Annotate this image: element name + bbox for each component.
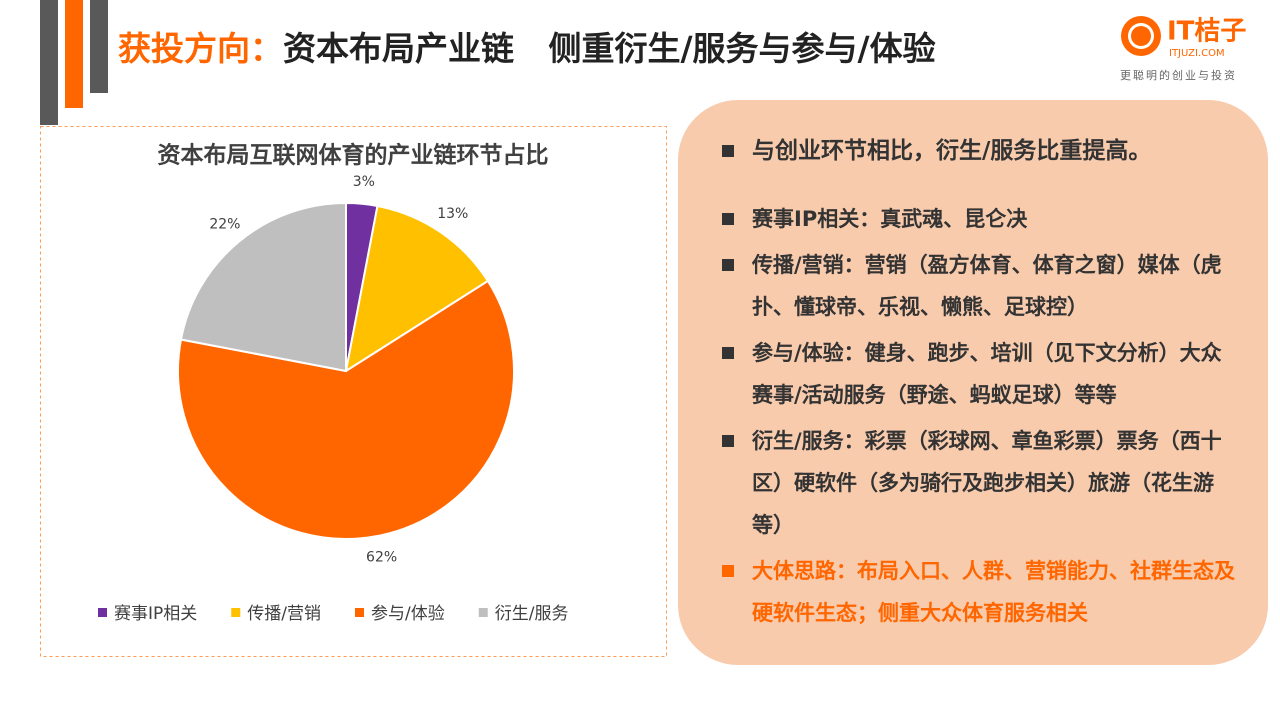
legend-label: 传播/营销 xyxy=(247,604,321,624)
notes: 与创业环节相比，衍生/服务比重提高。 赛事IP相关：真武魂、昆仑决 传播/营销：营销… xyxy=(720,130,1240,638)
data-label: 22% xyxy=(209,217,240,233)
pie-slice xyxy=(344,204,490,374)
legend-label: 参与/体验 xyxy=(371,604,445,624)
data-label: 3% xyxy=(353,174,375,190)
deco-bar xyxy=(40,0,58,125)
pie-slice xyxy=(177,279,515,540)
legend-label: 赛事IP相关 xyxy=(114,603,197,624)
notes-panel xyxy=(678,100,1268,665)
deco-bar xyxy=(65,0,83,108)
title-main: 资本布局产业链 侧重衍生/服务与参与/体验 xyxy=(283,29,936,68)
deco-bar xyxy=(90,0,108,93)
legend-label: 衍生/服务 xyxy=(495,604,569,624)
note-item: 参与/体验：健身、跑步、培训（见下文分析）大众赛事/活动服务（野途、蚂蚁足球）等… xyxy=(720,332,1240,416)
logo-tagline: 更聪明的创业与投资 xyxy=(1120,68,1237,82)
logo-name: IT桔子 xyxy=(1167,17,1246,47)
slide-title: 获投方向：资本布局产业链 侧重衍生/服务与参与/体验 xyxy=(118,22,936,70)
note-item: 赛事IP相关：真武魂、昆仑决 xyxy=(720,198,1240,240)
note-item: 大体思路：布局入口、人群、营销能力、社群生态及硬软件生态；侧重大众体育服务相关 xyxy=(720,550,1240,634)
data-label: 62% xyxy=(366,550,397,566)
chart: 资本布局互联网体育的产业链环节占比 3% 13% 62% 22% 赛事IP相关 传播/营销… xyxy=(40,126,667,657)
legend-swatch xyxy=(478,608,488,617)
note-item: 衍生/服务：彩票（彩球网、章鱼彩票）票务（西十区）硬软件（多为骑行及跑步相关）旅… xyxy=(720,420,1240,546)
pie-slice xyxy=(179,201,347,373)
logo-icon xyxy=(1131,26,1151,46)
chart-title: 资本布局互联网体育的产业链环节占比 xyxy=(158,142,549,169)
title-lead: 获投方向： xyxy=(118,29,283,68)
chart-border xyxy=(40,126,667,657)
note-item: 与创业环节相比，衍生/服务比重提高。 xyxy=(720,130,1240,172)
logo-site: ITJUZI.COM xyxy=(1169,48,1225,59)
logo: IT桔子 ITJUZI.COM 更聪明的创业与投资 xyxy=(1120,16,1246,82)
legend-swatch xyxy=(231,608,241,617)
legend-swatch xyxy=(98,608,107,617)
legend-swatch xyxy=(355,608,364,617)
data-label: 13% xyxy=(437,206,468,222)
note-item: 传播/营销：营销（盈方体育、体育之窗）媒体（虎扑、懂球帝、乐视、懒熊、足球控） xyxy=(720,244,1240,328)
